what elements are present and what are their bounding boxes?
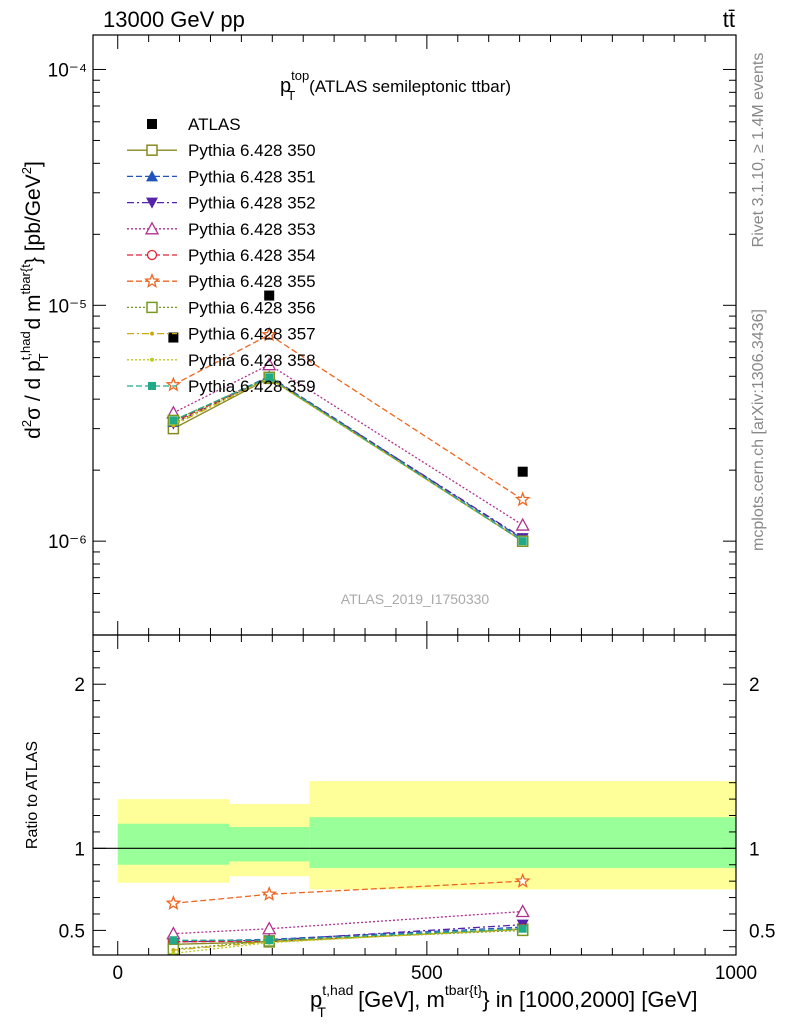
legend-label-atlas: ATLAS — [188, 115, 241, 134]
main-title: ptop T (ATLAS semileptonic ttbar) — [280, 68, 511, 103]
ratio-line-355 — [173, 880, 523, 904]
y-tick-label: 10⁻⁵ — [48, 296, 87, 317]
series-point-353 — [515, 517, 530, 531]
legend-marker-atlas — [147, 119, 157, 129]
legend-marker-350 — [146, 144, 158, 156]
ratio-band-inner — [309, 817, 736, 869]
series-point-355 — [261, 326, 278, 342]
ratio-x-tick-label: 500 — [411, 963, 443, 984]
series-point-355 — [514, 491, 531, 507]
series-point-353 — [262, 357, 277, 371]
series-line-354 — [173, 376, 524, 542]
atlas-data-point — [168, 332, 179, 343]
legend: ATLAS Pythia 6.428 350 Pythia 6.428 351 Pyt… — [127, 115, 316, 396]
legend-marker-352 — [146, 197, 158, 209]
ratio-x-tick-label: 0 — [112, 963, 123, 984]
series-line-357 — [173, 377, 524, 542]
ratio-point-359 — [169, 936, 178, 945]
atlas-data-point — [517, 466, 528, 477]
main-plot-panel: 10⁻⁶ 10⁻⁵ 10⁻⁴ ptop T (ATLAS semileptonic tt… — [18, 34, 737, 636]
ratio-y-tick-label-right: 0.5 — [749, 921, 775, 942]
series-line-359 — [173, 376, 524, 542]
watermark: ATLAS_2019_I1750330 — [341, 591, 490, 607]
atlas-data-point — [264, 290, 275, 301]
ratio-y-tick-label-right: 1 — [749, 839, 760, 860]
ratio-y-tick-label: 2 — [74, 675, 85, 696]
legend-marker-359 — [148, 382, 156, 390]
series-point-355 — [165, 376, 182, 392]
ratio-point-359 — [518, 924, 527, 933]
legend-label-356: Pythia 6.428 356 — [188, 298, 316, 317]
series-line-356 — [173, 376, 524, 542]
legend-label-359: Pythia 6.428 359 — [188, 377, 316, 396]
ratio-point-353 — [515, 904, 530, 918]
ratio-point-353 — [262, 921, 277, 935]
process-label: tt̄ — [723, 7, 735, 32]
y-tick-label: 10⁻⁶ — [48, 532, 87, 553]
ratio-point-357 — [171, 948, 176, 953]
ratio-line-351 — [173, 926, 523, 942]
legend-marker-353 — [144, 221, 160, 235]
series-line-358 — [173, 377, 524, 542]
legend-marker-355 — [144, 272, 160, 288]
ratio-y-tick-label: 0.5 — [59, 921, 85, 942]
ratio-line-352 — [173, 923, 523, 943]
ratio-x-tick-label: 1000 — [715, 963, 757, 984]
legend-label-352: Pythia 6.428 352 — [188, 194, 316, 213]
ratio-line-353 — [173, 910, 523, 935]
ratio-plot-panel: 0.5 0.5 1 1 2 2 0 500 1000 Ratio to ATLAS pt,had… — [24, 634, 775, 1020]
legend-label-353: Pythia 6.428 353 — [188, 220, 316, 239]
series-point-359 — [518, 537, 527, 546]
series-point-359 — [169, 416, 178, 425]
ratio-line-356 — [173, 929, 523, 950]
legend-marker-351 — [146, 170, 158, 182]
ratio-point-355 — [514, 872, 531, 888]
legend-marker-358 — [150, 357, 154, 362]
ratio-y-tick-label: 1 — [74, 839, 85, 860]
ratio-y-tick-label-right: 2 — [749, 675, 760, 696]
main-axis-ticks: 10⁻⁶ 10⁻⁵ 10⁻⁴ — [48, 35, 737, 636]
ratio-xlabel: pt,had T [GeV], mtbar{t}} in [1000,2000] … — [310, 982, 698, 1020]
series-line-350 — [173, 377, 524, 542]
ratio-point-355 — [261, 886, 278, 901]
legend-label-358: Pythia 6.428 358 — [188, 351, 316, 370]
legend-label-355: Pythia 6.428 355 — [188, 272, 316, 291]
y-tick-label: 10⁻⁴ — [48, 60, 87, 81]
legend-marker-354 — [146, 249, 158, 261]
ratio-band-inner — [229, 827, 310, 862]
ratio-band-inner — [117, 823, 230, 865]
energy-label: 13000 GeV pp — [103, 7, 245, 32]
legend-marker-357 — [150, 331, 154, 336]
legend-label-350: Pythia 6.428 350 — [188, 141, 316, 160]
legend-marker-356 — [146, 301, 158, 314]
ratio-point-359 — [265, 936, 274, 945]
rivet-label: Rivet 3.1.10, ≥ 1.4M events — [750, 53, 767, 248]
main-ylabel: d2σ / d pt,had T d mtbar{t} [pb/GeV2] — [18, 161, 51, 439]
legend-label-357: Pythia 6.428 357 — [188, 325, 316, 344]
legend-label-354: Pythia 6.428 354 — [188, 246, 316, 265]
ratio-point-355 — [165, 895, 182, 911]
ratio-point-358 — [171, 951, 176, 956]
ratio-ylabel: Ratio to ATLAS — [24, 741, 41, 849]
ratio-frame — [92, 634, 737, 956]
series-point-359 — [265, 373, 274, 382]
mcplots-label: mcplots.cern.ch [arXiv:1306.3436] — [750, 309, 767, 551]
ratio-axis-ticks: 0.5 0.5 1 1 2 2 0 500 1000 — [59, 635, 775, 984]
legend-label-351: Pythia 6.428 351 — [188, 167, 316, 186]
